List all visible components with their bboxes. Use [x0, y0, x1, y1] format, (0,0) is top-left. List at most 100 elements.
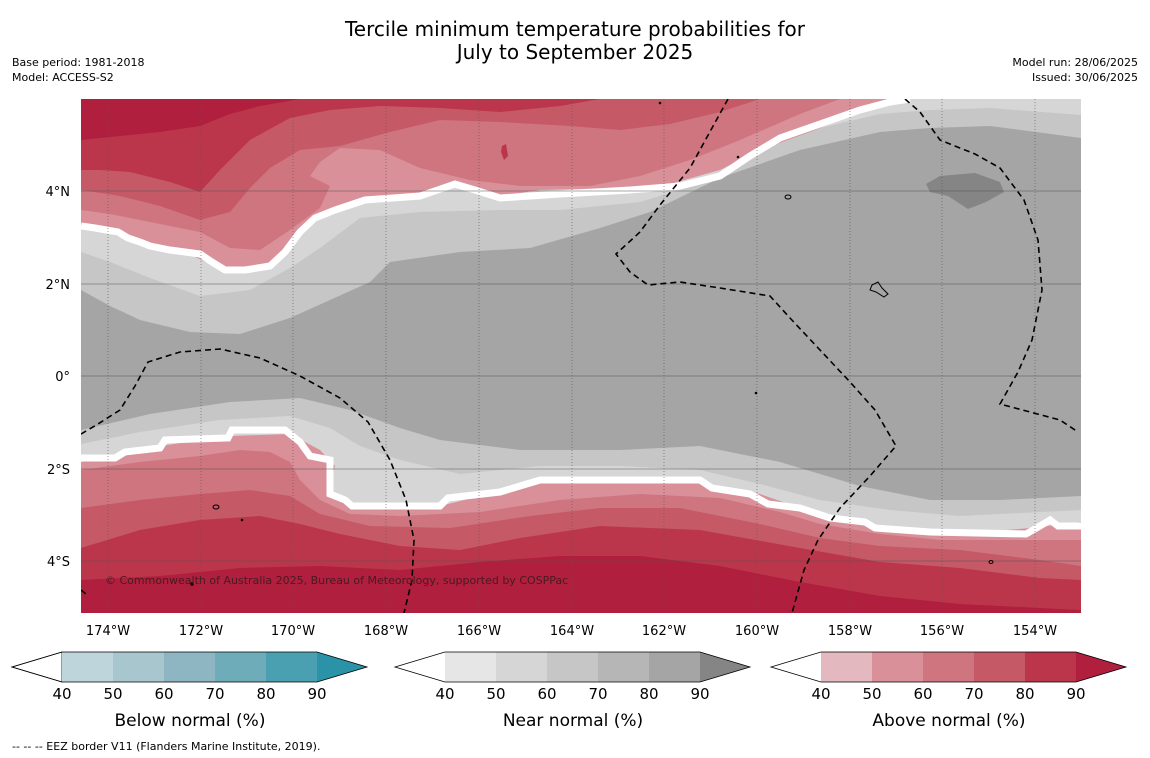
colorbar-below-tick-70: 70: [205, 685, 224, 703]
south-white-threshold-line: [81, 426, 1081, 538]
issued-date: Issued: 30/06/2025: [1031, 71, 1138, 84]
colorbar-near-normal: 40 50 60 70 80 90 Near normal (%): [393, 651, 752, 731]
title-line-2: July to September 2025: [456, 40, 694, 64]
colorbar-above-title: Above normal (%): [872, 711, 1025, 731]
colorbar-below-tick-40: 40: [52, 685, 71, 703]
lon-label-166w: 166°W: [457, 624, 501, 639]
colorbar-below-tick-60: 60: [154, 685, 173, 703]
colorbar-above-tick-60: 60: [913, 685, 932, 703]
eez-border-east: [904, 99, 1079, 433]
colorbar-near-title: Near normal (%): [503, 711, 643, 731]
colorbar-above-tick-50: 50: [862, 685, 881, 703]
model-run: Model run: 28/06/2025: [1012, 56, 1138, 69]
colorbar-near-seg-5: [649, 652, 700, 682]
colorbar-below-high-extend: [317, 652, 367, 682]
north-white-threshold-line: [81, 99, 911, 274]
meta-right: Model run: 28/06/2025 Issued: 30/06/2025: [1012, 55, 1138, 85]
lon-label-158w: 158°W: [828, 624, 872, 639]
island-dot-c: [658, 101, 662, 105]
island-dot-b: [190, 582, 194, 586]
meta-left: Base period: 1981-2018 Model: ACCESS-S2: [12, 55, 144, 85]
colorbar-near-tick-50: 50: [486, 685, 505, 703]
lon-label-162w: 162°W: [642, 624, 686, 639]
longitude-labels: 174°W 172°W 170°W 168°W 166°W 164°W 162°…: [86, 624, 1057, 639]
island-dot-d: [736, 155, 740, 159]
colorbar-above-tick-40: 40: [811, 685, 830, 703]
lon-label-174w: 174°W: [86, 624, 130, 639]
colorbar-below-seg-4: [215, 652, 266, 682]
island-kiritimati: [869, 281, 889, 298]
title-line-1: Tercile minimum temperature probabilitie…: [344, 17, 806, 41]
colorbar-near-outline: [393, 651, 752, 683]
lon-label-164w: 164°W: [550, 624, 594, 639]
lat-label-2s: 2°S: [47, 463, 70, 478]
colorbar-below-low-extend: [10, 651, 63, 683]
colorbar-above-seg-1: [821, 652, 872, 682]
north-above-80-patch: [501, 144, 508, 160]
colorbar-below-seg-3: [164, 652, 215, 682]
colorbar-below-seg-2: [113, 652, 164, 682]
lon-label-160w: 160°W: [735, 624, 779, 639]
colorbar-below-tick-80: 80: [256, 685, 275, 703]
colorbar-near-seg-1: [445, 652, 496, 682]
south-above-90-band: [81, 556, 1081, 613]
colorbar-below-outline: [10, 651, 369, 683]
colorbar-above-seg-3: [923, 652, 974, 682]
colorbar-near-seg-4: [598, 652, 649, 682]
colorbar-below-seg-5: [266, 652, 317, 682]
map-plot-area: © Commonwealth of Australia 2025, Bureau…: [81, 99, 1081, 613]
island-dot-e: [754, 391, 758, 395]
colorbar-below-title: Below normal (%): [115, 711, 266, 731]
colorbar-above-tick-80: 80: [1015, 685, 1034, 703]
lon-label-170w: 170°W: [271, 624, 315, 639]
lon-label-154w: 154°W: [1013, 624, 1057, 639]
colorbar-near-tick-70: 70: [588, 685, 607, 703]
base-period: Base period: 1981-2018: [12, 56, 145, 69]
colorbar-below-normal: 40 50 60 70 80 90 Below normal (%): [10, 651, 369, 731]
colorbar-near-tick-60: 60: [537, 685, 556, 703]
eez-footnote: -- -- -- EEZ border V11 (Flanders Marine…: [12, 740, 321, 753]
colorbar-near-tick-80: 80: [639, 685, 658, 703]
lat-label-0: 0°: [55, 370, 70, 385]
island-west-atoll: [212, 504, 220, 510]
colorbar-near-tick-40: 40: [435, 685, 454, 703]
north-above-90-band: [81, 99, 300, 140]
colorbar-above-normal: 40 50 60 70 80 90 Above normal (%): [769, 651, 1128, 731]
island-north-atoll: [784, 194, 792, 200]
colorbar-above-outline: [769, 651, 1128, 683]
colorbar-above-tick-70: 70: [964, 685, 983, 703]
eez-borders: [81, 99, 1079, 613]
lon-label-168w: 168°W: [364, 624, 408, 639]
eez-border-tokelau: [614, 99, 897, 613]
map-title: Tercile minimum temperature probabilitie…: [0, 18, 1150, 64]
colorbar-near-tick-90: 90: [690, 685, 709, 703]
model-name: Model: ACCESS-S2: [12, 71, 114, 84]
colorbar-below-seg-1: [62, 652, 113, 682]
colorbar-above-tick-90: 90: [1066, 685, 1085, 703]
eez-border-sw-fragment: [81, 589, 87, 595]
lon-label-172w: 172°W: [179, 624, 223, 639]
latitude-labels: 4°N 2°N 0° 2°S 4°S: [46, 185, 71, 570]
colorbar-below-tick-50: 50: [103, 685, 122, 703]
lat-label-4s: 4°S: [47, 555, 70, 570]
island-south-atoll: [988, 560, 994, 564]
colorbar-near-low-extend: [395, 652, 445, 682]
colorbar-near-seg-3: [547, 652, 598, 682]
colorbar-near-high-extend: [700, 652, 750, 682]
colorbar-above-seg-2: [872, 652, 923, 682]
copyright-notice: © Commonwealth of Australia 2025, Bureau…: [105, 574, 568, 587]
lat-label-2n: 2°N: [46, 278, 71, 293]
colorbar-above-low-extend: [771, 652, 821, 682]
colorbar-above-seg-4: [974, 652, 1025, 682]
latitude-lines: [81, 190, 1081, 562]
colorbar-below-tick-90: 90: [307, 685, 326, 703]
lat-label-4n: 4°N: [46, 185, 71, 200]
north-above-80-band: [81, 99, 600, 192]
island-dot-a: [240, 518, 244, 522]
lon-label-156w: 156°W: [920, 624, 964, 639]
colorbar-above-seg-5: [1025, 652, 1076, 682]
colorbar-above-high-extend: [1076, 652, 1126, 682]
colorbar-near-seg-2: [496, 652, 547, 682]
